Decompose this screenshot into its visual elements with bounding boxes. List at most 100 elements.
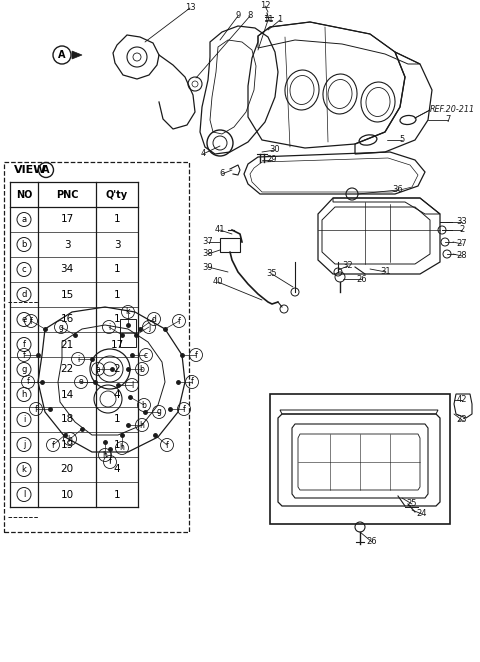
Text: 29: 29	[267, 156, 277, 164]
Text: 26: 26	[367, 538, 377, 547]
Text: A: A	[42, 165, 50, 175]
Text: 6: 6	[219, 169, 225, 179]
Text: k: k	[22, 465, 26, 474]
Text: 40: 40	[213, 277, 223, 287]
Text: 27: 27	[456, 240, 468, 248]
Text: 21: 21	[60, 340, 73, 350]
Text: e: e	[79, 377, 84, 387]
Text: —: —	[458, 417, 465, 423]
Text: k: k	[126, 308, 130, 316]
Text: f: f	[191, 377, 193, 387]
Text: 1: 1	[114, 289, 120, 299]
Text: 22: 22	[60, 365, 73, 375]
Text: 41: 41	[215, 226, 225, 234]
Text: 24: 24	[417, 510, 427, 518]
Bar	[270, 394, 450, 524]
Text: i: i	[23, 415, 25, 424]
Text: h: h	[68, 434, 72, 444]
Text: a: a	[96, 365, 100, 373]
Text: i: i	[77, 354, 79, 363]
Text: b: b	[21, 240, 27, 249]
Text: 2: 2	[459, 226, 465, 234]
Text: 7: 7	[445, 115, 451, 124]
Text: 4: 4	[114, 465, 120, 475]
Text: 18: 18	[60, 414, 73, 424]
Text: 36: 36	[393, 185, 403, 195]
Text: 16: 16	[60, 314, 73, 324]
Text: 30: 30	[270, 146, 280, 154]
Text: 4: 4	[114, 389, 120, 399]
Text: 14: 14	[60, 389, 73, 399]
Text: c: c	[144, 350, 148, 359]
Text: 4: 4	[200, 150, 205, 158]
Text: 25: 25	[407, 500, 417, 508]
Text: d: d	[21, 290, 27, 299]
Text: 12: 12	[260, 1, 270, 11]
Text: g: g	[156, 408, 161, 416]
Text: h: h	[140, 420, 144, 430]
Bar	[120, 319, 136, 347]
Text: 1: 1	[277, 15, 283, 24]
Text: 33: 33	[456, 218, 468, 226]
Text: l: l	[131, 381, 133, 389]
Text: 42: 42	[457, 395, 467, 404]
Text: h: h	[21, 390, 27, 399]
Text: 1: 1	[114, 489, 120, 500]
Text: b: b	[142, 401, 146, 410]
Text: 8: 8	[247, 11, 252, 21]
Text: f: f	[30, 316, 32, 326]
Text: f: f	[23, 340, 25, 349]
Text: 2: 2	[114, 365, 120, 375]
Text: 31: 31	[381, 267, 391, 277]
Polygon shape	[72, 51, 82, 59]
Text: f: f	[194, 350, 197, 359]
Text: f: f	[52, 440, 54, 449]
Text: 19: 19	[60, 440, 73, 449]
Text: 13: 13	[185, 3, 195, 13]
Text: REF.20-211: REF.20-211	[430, 105, 475, 115]
Text: f: f	[26, 377, 29, 387]
Text: 23: 23	[456, 416, 468, 424]
Text: A: A	[58, 50, 66, 60]
Text: f: f	[182, 404, 185, 414]
Text: f: f	[108, 457, 111, 467]
Text: 1: 1	[114, 314, 120, 324]
Text: 28: 28	[456, 252, 468, 261]
Text: PNC: PNC	[56, 189, 78, 199]
Text: NO: NO	[16, 189, 32, 199]
Text: h: h	[103, 451, 108, 459]
Text: VIEW: VIEW	[14, 165, 47, 175]
Text: 34: 34	[60, 265, 73, 275]
Text: 1: 1	[114, 265, 120, 275]
Text: c: c	[22, 265, 26, 274]
Text: l: l	[23, 490, 25, 499]
Bar	[220, 238, 240, 252]
Text: 3: 3	[114, 240, 120, 250]
Text: g: g	[59, 322, 63, 332]
Text: 38: 38	[203, 250, 214, 258]
Text: h: h	[120, 444, 124, 453]
Text: 35: 35	[267, 269, 277, 279]
Text: 11: 11	[263, 15, 273, 24]
Text: 39: 39	[203, 263, 213, 271]
Text: 5: 5	[399, 136, 405, 144]
Text: f: f	[23, 350, 25, 359]
Text: 37: 37	[203, 238, 214, 246]
Text: f: f	[166, 440, 168, 449]
Text: 15: 15	[60, 289, 73, 299]
Text: g: g	[21, 365, 27, 374]
Text: j: j	[148, 322, 150, 332]
Text: f: f	[35, 404, 37, 414]
Text: 26: 26	[357, 275, 367, 283]
Text: 1: 1	[114, 214, 120, 224]
Text: b: b	[140, 365, 144, 373]
Text: j: j	[23, 440, 25, 449]
Text: Q'ty: Q'ty	[106, 189, 128, 199]
Text: 1: 1	[114, 440, 120, 449]
Text: i: i	[108, 322, 110, 332]
Text: d: d	[152, 314, 156, 324]
Text: 20: 20	[60, 465, 73, 475]
Text: 17: 17	[60, 214, 73, 224]
Text: e: e	[22, 315, 26, 324]
Text: 10: 10	[60, 489, 73, 500]
